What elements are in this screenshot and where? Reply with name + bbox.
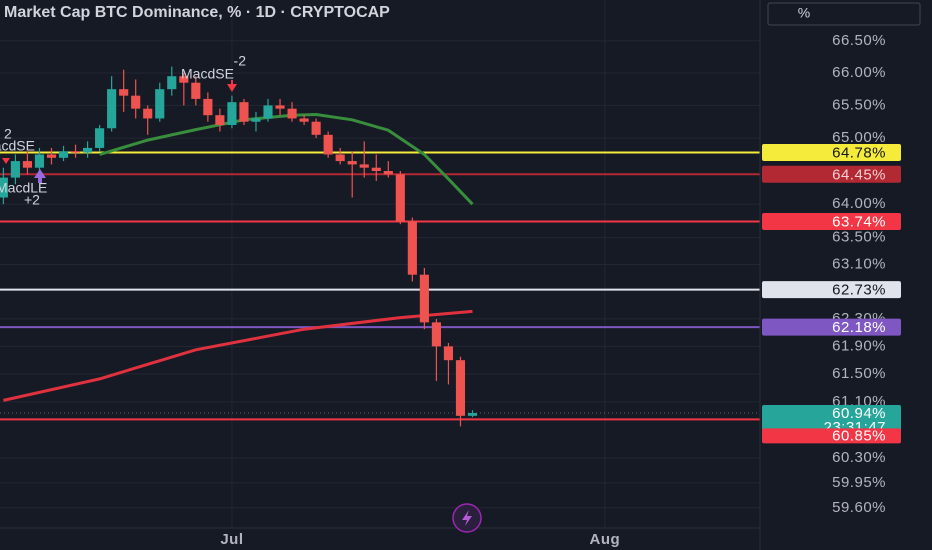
signals: -2 MacdSE 2 MacdSE MacdLE +2 — [0, 53, 246, 208]
candle-body — [107, 89, 117, 129]
y-tick-label: 61.90% — [832, 337, 886, 354]
signal-qty: 2 — [4, 126, 12, 142]
y-tick-label: 66.50% — [832, 32, 886, 49]
candle-body — [467, 413, 478, 416]
y-tick-label: 63.50% — [832, 229, 886, 246]
scale-button-label[interactable]: % — [798, 5, 810, 21]
price-badge — [762, 318, 901, 336]
candle-body — [83, 147, 93, 153]
scale-button[interactable] — [767, 2, 921, 26]
price-badge-label: 63.74% — [832, 213, 886, 230]
candle-body — [251, 118, 261, 122]
y-tick-label: 63.10% — [832, 256, 886, 273]
price-badge-label: 60.85% — [832, 427, 886, 444]
y-tick-label: 65.50% — [832, 96, 886, 113]
y-tick-label: 61.50% — [832, 365, 886, 382]
candle-body — [299, 118, 309, 122]
candle-body — [131, 95, 141, 109]
candle-body — [203, 98, 213, 116]
candle-body — [239, 102, 249, 122]
candle-body — [119, 89, 129, 96]
moving-average — [99, 112, 474, 206]
price-badge-label: 64.45% — [832, 166, 886, 183]
candle-body — [58, 151, 69, 158]
alert-icon-bolt — [462, 510, 472, 526]
plot-area — [0, 66, 760, 427]
moving-average — [3, 309, 473, 402]
signal-qty: -2 — [234, 53, 247, 69]
price-badge — [762, 165, 901, 183]
candle-body — [95, 128, 105, 148]
y-tick-label: 60.30% — [832, 449, 886, 466]
price-badge — [762, 428, 901, 444]
price-axis: 66.50% 66.00% 65.50% 65.00% 64.00% 63.50% 63.1… — [0, 0, 901, 550]
candle-body — [347, 161, 357, 165]
price-badge — [762, 281, 901, 299]
candle-body — [143, 108, 153, 119]
candle-body — [263, 105, 273, 119]
candle-body — [70, 151, 81, 153]
candle-body — [167, 76, 177, 90]
candle-body — [311, 121, 321, 135]
signal-arrow — [2, 158, 10, 164]
price-badge — [762, 213, 901, 231]
candle-body — [46, 154, 57, 158]
signal-arrow — [34, 169, 46, 183]
grid — [0, 0, 760, 528]
candle-body — [0, 177, 8, 198]
candle-body — [227, 102, 237, 125]
candle-body — [287, 108, 297, 119]
candle-body — [275, 105, 285, 109]
signal-label: MacdSE — [181, 66, 234, 82]
candle-body — [179, 76, 189, 83]
candle-body — [443, 346, 454, 361]
y-tick-label: 65.00% — [832, 129, 886, 146]
candle-body — [335, 154, 345, 162]
candle-body — [155, 89, 165, 119]
candle-body — [419, 274, 429, 323]
price-badge-label: 62.73% — [832, 282, 886, 299]
signal-label: MacdLE — [0, 180, 47, 196]
candle-body — [10, 161, 20, 178]
candle-body — [371, 167, 381, 171]
candle-body — [34, 154, 45, 168]
x-tick-label: Jul — [220, 531, 243, 548]
candle-body — [323, 134, 333, 155]
price-badge-label: 64.78% — [832, 145, 886, 162]
y-tick-label: 66.00% — [832, 64, 886, 81]
candle-body — [22, 161, 32, 168]
candle-body — [431, 322, 441, 347]
last-price-label: 60.94% — [832, 405, 886, 422]
price-badge — [762, 144, 901, 162]
signal-label: MacdSE — [0, 138, 35, 154]
candle-body — [383, 170, 393, 175]
y-tick-label: 59.60% — [832, 499, 886, 516]
price-badge-label: 62.18% — [832, 319, 886, 336]
candle-body — [407, 221, 417, 275]
candle-body — [191, 82, 201, 99]
candle-body — [455, 360, 466, 416]
chart-title: Market Cap BTC Dominance, % · 1D · CRYPT… — [4, 4, 390, 21]
y-tick-label: 64.00% — [832, 195, 886, 212]
candle-body — [215, 115, 225, 125]
signal-arrow — [227, 80, 237, 92]
y-tick-label: 59.95% — [832, 474, 886, 491]
candle-body — [395, 174, 405, 222]
candle-body — [359, 164, 369, 168]
signal-qty: +2 — [24, 192, 40, 208]
x-tick-label: Aug — [589, 531, 620, 548]
